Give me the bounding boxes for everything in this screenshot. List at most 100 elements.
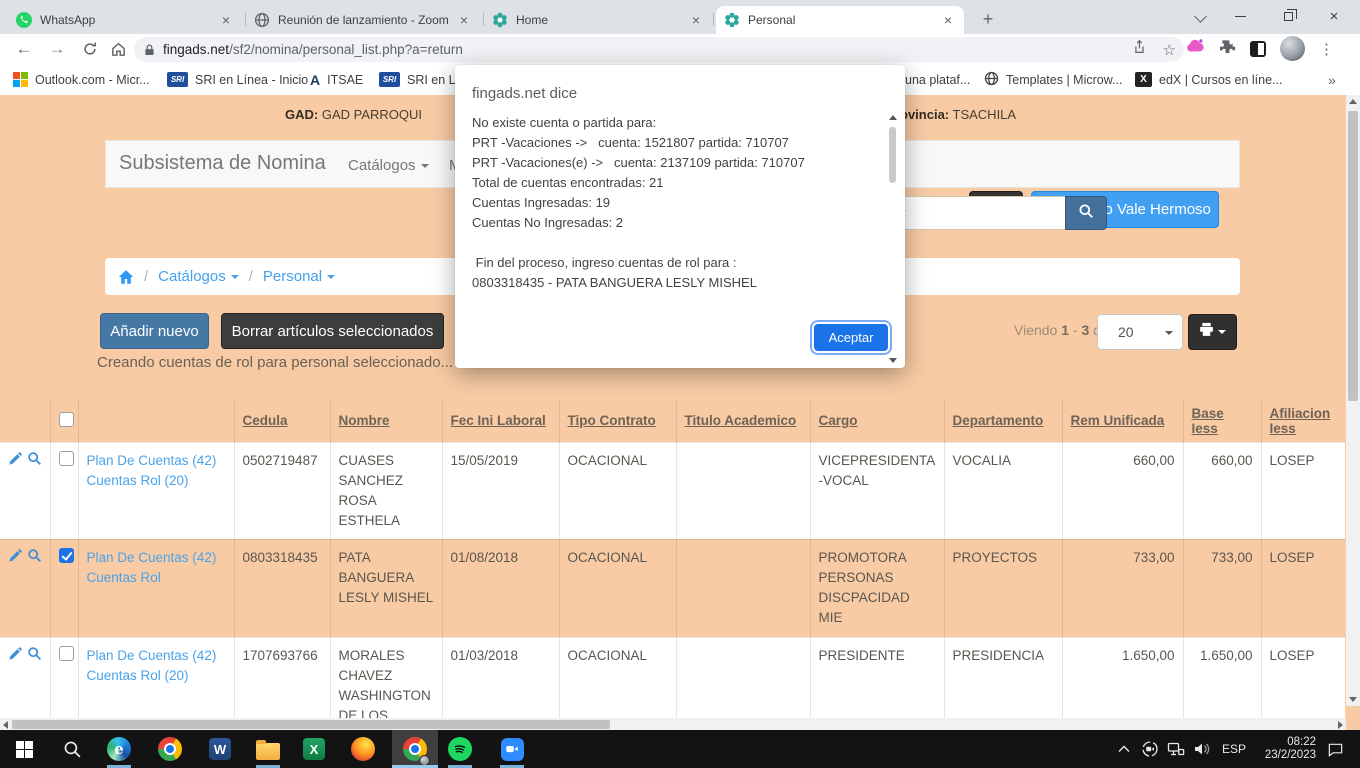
row-checkbox-checked[interactable] [58,547,74,563]
cuentas-rol-link[interactable]: Cuentas Rol (20) [86,472,189,488]
tab-home[interactable]: Home × [484,6,712,34]
extension-icon-pink[interactable] [1186,38,1205,59]
tray-network-icon[interactable] [1164,730,1188,768]
reload-icon[interactable] [77,36,103,62]
header-afiliacion[interactable]: Afiliacion Iess [1261,400,1345,443]
taskbar-chrome-icon[interactable] [158,737,182,761]
extensions-puzzle-icon[interactable] [1219,38,1236,60]
breadcrumb-catalogos[interactable]: Catálogos [158,268,239,285]
tray-meet-now-icon[interactable] [1138,730,1162,768]
vertical-scroll-thumb[interactable] [1348,111,1358,401]
breadcrumb-personal[interactable]: Personal [263,268,336,285]
header-fec-ini[interactable]: Fec Ini Laboral [442,400,560,443]
edit-pencil-icon[interactable] [8,548,23,566]
horizontal-scroll-thumb[interactable] [12,720,610,729]
cuentas-rol-link[interactable]: Cuentas Rol [86,569,161,585]
scroll-up-icon[interactable] [889,115,897,120]
taskbar-spotify-icon[interactable] [448,737,472,761]
header-tipo-contrato[interactable]: Tipo Contrato [559,400,677,443]
taskbar-explorer-icon[interactable] [256,737,280,761]
home-icon[interactable] [105,36,131,62]
taskbar-word-icon[interactable]: W [208,737,232,761]
tab-zoom-meeting[interactable]: Reunión de lanzamiento - Zoom × [246,6,480,34]
start-button-icon[interactable] [12,737,36,761]
tray-clock[interactable]: 08:22 23/2/2023 [1254,730,1316,768]
bookmark-itsae[interactable]: A ITSAE [310,64,363,95]
tab-close-icon[interactable]: × [943,12,953,28]
header-base-iess[interactable]: Base Iess [1183,400,1262,443]
tray-action-center-icon[interactable] [1322,730,1348,768]
add-new-button[interactable]: Añadir nuevo [100,313,209,349]
forward-icon[interactable]: → [48,39,66,58]
profile-avatar[interactable] [1280,36,1305,61]
header-titulo[interactable]: Titulo Academico [676,400,811,443]
tab-close-icon[interactable]: × [459,12,469,28]
plan-cuentas-link[interactable]: Plan De Cuentas (42) [86,452,217,468]
tray-chevron-up-icon[interactable] [1112,730,1136,768]
select-all-checkbox[interactable] [58,411,74,427]
scroll-down-icon[interactable] [889,358,897,363]
bookmark-edx[interactable]: X edX | Cursos en líne... [1135,64,1282,95]
taskbar-firefox-icon[interactable] [351,737,375,761]
edit-pencil-icon[interactable] [8,451,23,469]
print-button[interactable] [1188,314,1237,350]
horizontal-scrollbar[interactable] [0,718,1346,731]
tab-personal-active[interactable]: Personal × [716,6,964,34]
header-cargo[interactable]: Cargo [810,400,945,443]
app-brand[interactable]: Subsistema de Nomina [119,152,326,174]
cuentas-rol-link[interactable]: Cuentas Rol (20) [86,667,189,683]
taskbar-search-icon[interactable] [60,737,84,761]
menu-dots-icon[interactable]: ⋮ [1319,40,1334,58]
window-close-button[interactable]: × [1329,7,1339,25]
back-icon[interactable]: ← [15,39,33,58]
scroll-left-icon[interactable] [3,721,8,729]
page-size-select[interactable]: 20 [1097,314,1183,350]
header-departamento[interactable]: Departamento [944,400,1063,443]
scroll-right-icon[interactable] [1338,721,1343,729]
edit-pencil-icon[interactable] [8,646,23,664]
bookmark-outlook[interactable]: Outlook.com - Micr... [13,64,150,95]
view-magnifier-icon[interactable] [27,548,42,566]
menu-catalogos[interactable]: Catálogos [348,157,429,174]
taskbar-zoom-icon[interactable] [500,737,524,761]
bookmark-templates[interactable]: Templates | Microw... [984,64,1122,95]
search-button[interactable] [1065,196,1107,230]
tray-language[interactable]: ESP [1218,730,1250,768]
view-magnifier-icon[interactable] [27,646,42,664]
header-nombre[interactable]: Nombre [330,400,443,443]
tab-close-icon[interactable]: × [221,12,231,28]
tray-speaker-icon[interactable] [1190,730,1214,768]
taskbar-excel-icon[interactable]: X [302,737,326,761]
row-checkbox[interactable] [58,450,74,466]
plan-cuentas-link[interactable]: Plan De Cuentas (42) [86,549,217,565]
address-bar[interactable]: fingads.net/sf2/nomina/personal_list.php… [134,37,1184,62]
new-tab-button[interactable]: + [982,8,994,29]
header-rem-unificada[interactable]: Rem Unificada [1062,400,1184,443]
scroll-down-icon[interactable] [1349,697,1357,702]
tab-search-chevron-icon[interactable] [1185,0,1215,32]
alert-scroll-thumb[interactable] [889,127,896,183]
view-magnifier-icon[interactable] [27,451,42,469]
tab-whatsapp[interactable]: WhatsApp × [8,6,242,34]
vertical-scrollbar[interactable] [1346,95,1360,706]
home-icon[interactable] [118,269,134,285]
plan-cuentas-link[interactable]: Plan De Cuentas (42) [86,647,217,663]
bookmark-star-icon[interactable]: ☆ [1162,41,1176,59]
bookmarks-overflow-chevrons[interactable]: » [1328,64,1336,95]
delete-selected-button[interactable]: Borrar artículos seleccionados [221,313,444,349]
alert-scrollbar[interactable] [886,113,899,365]
header-cedula[interactable]: Cedula [234,400,331,443]
bookmark-sri-inicio[interactable]: SRI SRI en Línea - Inicio [167,64,308,95]
taskbar-active-chrome-tile[interactable] [392,730,438,768]
window-restore-button[interactable] [1265,0,1311,32]
tab-close-icon[interactable]: × [691,12,701,28]
row-checkbox[interactable] [58,645,74,661]
extension-icon-bw[interactable] [1250,40,1266,57]
bookmark-sri-2[interactable]: SRI SRI en Lín [379,64,466,95]
share-icon[interactable] [1131,39,1147,60]
scroll-up-icon[interactable] [1349,99,1357,104]
taskbar-edge-icon[interactable]: e [107,737,131,761]
accept-button[interactable]: Aceptar [814,324,888,351]
window-minimize-button[interactable] [1217,0,1263,32]
bookmark-plataforma[interactable]: una plataf... [905,64,970,95]
